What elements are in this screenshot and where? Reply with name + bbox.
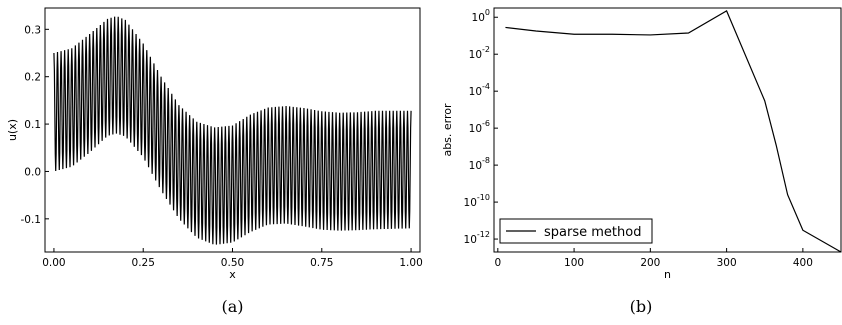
panel-a-y-axis-label: u(x): [6, 119, 19, 141]
panel-a-ticks: 0.00 0.25 0.50 0.75 1.00 -0.1 0.0 0.1 0.2 0.3: [21, 24, 423, 269]
panel-b-y-tick-label: 10-10: [464, 193, 490, 209]
panel-a-x-axis-label: x: [229, 268, 236, 281]
legend-label-sparse-method: sparse method: [544, 225, 641, 240]
panel-a-x-tick-label: 0.75: [310, 257, 333, 269]
panel-a-y-tick-label: 0.0: [24, 166, 41, 178]
panel-a-y-tick-label: 0.3: [24, 24, 41, 36]
panel-b-x-tick-label: 300: [717, 257, 737, 269]
panel-b-y-tick-label: 10-2: [469, 45, 490, 61]
panel-b-series-line-sparse-method: [505, 10, 842, 253]
panel-b-x-tick-label: 400: [793, 257, 813, 269]
panel-a-y-tick-label: -0.1: [21, 214, 42, 226]
panel-b-y-tick-label: 100: [472, 8, 490, 24]
panel-a-x-tick-label: 0.50: [221, 257, 244, 269]
panel-a-y-tick-label: 0.2: [24, 72, 41, 84]
panel-b-x-tick-label: 100: [564, 257, 584, 269]
panel-b-chart: 0 100 200 300 400 100 10-2 10-4 10-6 10-8 10-10 10-…: [441, 7, 842, 316]
panel-a-axes-frame: [44, 7, 421, 253]
panel-b-y-axis-label: abs. error: [441, 103, 454, 157]
panel-b-axes-frame: [493, 7, 842, 253]
panel-b-x-tick-label: 0: [494, 257, 501, 269]
panel-b-legend: sparse method: [499, 218, 653, 244]
panel-b-ticks: 0 100 200 300 400 100 10-2 10-4 10-6 10-8 10-10 10-…: [464, 8, 813, 269]
panel-b-y-tick-label: 10-8: [469, 156, 490, 172]
panel-b-y-tick-label: 10-4: [469, 82, 490, 98]
panel-a-chart: 0.00 0.25 0.50 0.75 1.00 -0.1 0.0 0.1 0.2 0.3 x u…: [6, 7, 423, 316]
panel-b-y-tick-label: 10-12: [464, 230, 490, 246]
panel-a-x-tick-label: 1.00: [399, 257, 422, 269]
panel-b-x-axis-label: n: [664, 268, 671, 281]
panel-b-y-tick-label: 10-6: [469, 119, 490, 135]
panel-a-caption: (a): [221, 297, 243, 316]
panel-a-y-tick-label: 0.1: [24, 119, 41, 131]
panel-a-oscillation-line: [53, 16, 412, 245]
panel-a-x-tick-label: 0.00: [42, 257, 65, 269]
panel-b-caption: (b): [630, 297, 653, 316]
panel-a-x-tick-label: 0.25: [132, 257, 155, 269]
panel-b-x-tick-label: 200: [640, 257, 660, 269]
